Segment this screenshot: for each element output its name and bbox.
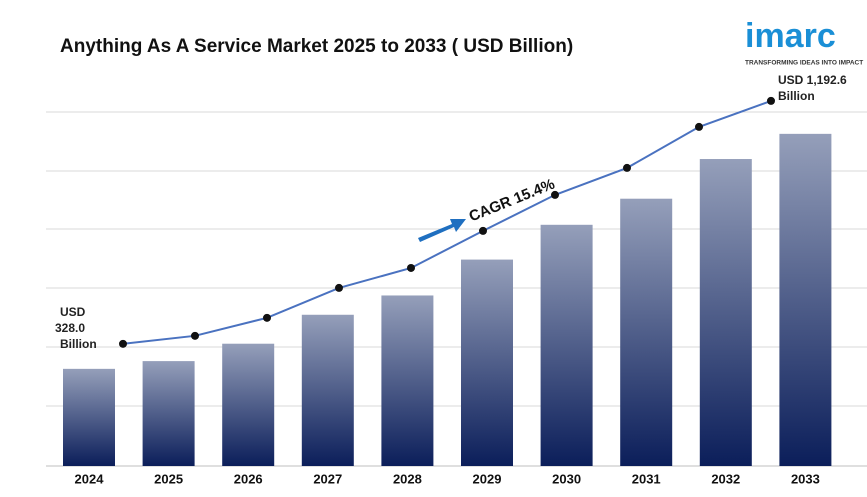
x-tick-label: 2028 (393, 471, 422, 486)
x-tick-label: 2031 (632, 471, 661, 486)
end-label-line: Billion (778, 89, 815, 103)
x-tick-label: 2026 (234, 471, 263, 486)
bar (222, 343, 275, 466)
trend-point (479, 226, 487, 235)
trend-point (191, 331, 199, 340)
cagr-arrow (418, 219, 466, 242)
x-tick-label: 2025 (154, 471, 183, 486)
trend-point (623, 163, 631, 172)
bar (779, 133, 832, 466)
x-tick-label: 2030 (552, 471, 581, 486)
x-tick-label: 2024 (75, 471, 105, 486)
x-tick-label: 2029 (473, 471, 502, 486)
trend-point (119, 339, 127, 348)
trend-point (407, 263, 415, 272)
start-label-line: USD (60, 305, 86, 319)
start-label: USD 328.0 Billion (55, 305, 97, 351)
bar (301, 314, 354, 466)
trend-point (695, 122, 703, 131)
end-label: USD 1,192.6 Billion (778, 73, 847, 103)
x-tick-label: 2032 (711, 471, 740, 486)
end-label-line: USD 1,192.6 (778, 73, 847, 87)
start-label-line: Billion (60, 337, 97, 351)
trend-point (767, 96, 775, 105)
bar (381, 295, 434, 466)
chart-title: Anything As A Service Market 2025 to 203… (60, 36, 573, 57)
cagr: CAGR 15.4% (418, 176, 557, 242)
trend-line (122, 99, 772, 345)
trend-point (335, 283, 343, 292)
bar (540, 224, 593, 466)
x-tick-label: 2033 (791, 471, 820, 486)
trend-point (551, 190, 559, 199)
logo-tagline: TRANSFORMING IDEAS INTO IMPACT (745, 60, 863, 67)
bar (142, 361, 195, 466)
bar (620, 198, 673, 466)
trend-point (263, 313, 271, 322)
bar (63, 368, 115, 466)
bar (461, 259, 513, 466)
start-label-line: 328.0 (55, 321, 85, 335)
x-tick-label: 2027 (313, 471, 342, 486)
logo: imarc (745, 17, 836, 55)
bar (699, 159, 752, 466)
